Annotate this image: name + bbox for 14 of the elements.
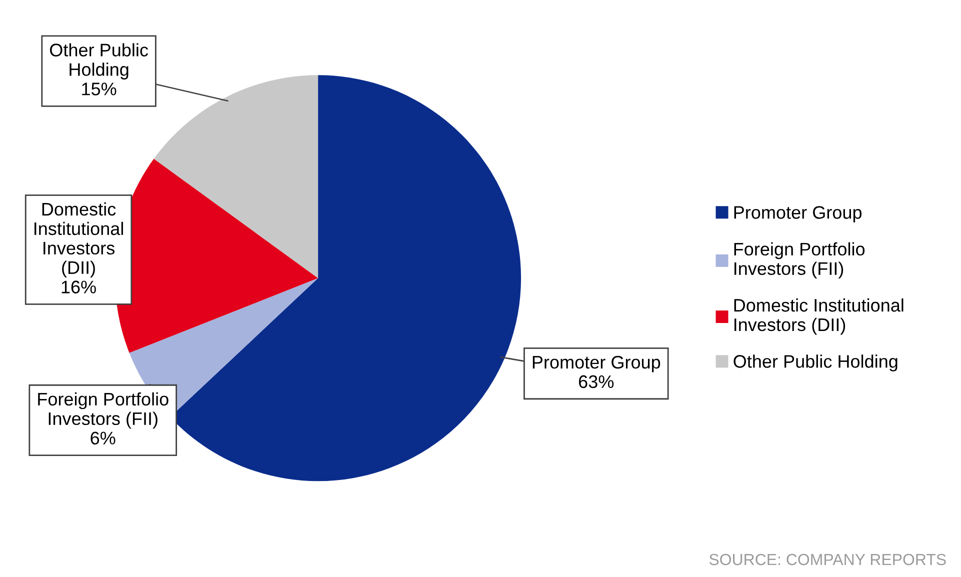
data-label: 15% — [82, 82, 116, 96]
slice-label: Foreign Portfolio Investors (FII) — [38, 392, 168, 429]
legend-label: Foreign Portfolio Investors (FII) — [734, 242, 865, 279]
slice-label: Domestic Institutional Investors (DII) — [34, 202, 123, 278]
data-label: 63% — [578, 375, 614, 388]
pie-slice — [154, 75, 318, 278]
legend-label: Other Public Holding — [734, 354, 898, 372]
source-note: SOURCE: COMPANY REPORTS — [709, 554, 946, 566]
data-label: 16% — [62, 280, 96, 294]
slice-label: Other Public Holding — [50, 43, 148, 80]
slice-label: Promoter Group — [532, 356, 660, 372]
legend-label: Domestic Institutional Investors (DII) — [734, 298, 904, 335]
legend-label: Promoter Group — [734, 206, 862, 222]
data-label: 6% — [90, 432, 116, 444]
